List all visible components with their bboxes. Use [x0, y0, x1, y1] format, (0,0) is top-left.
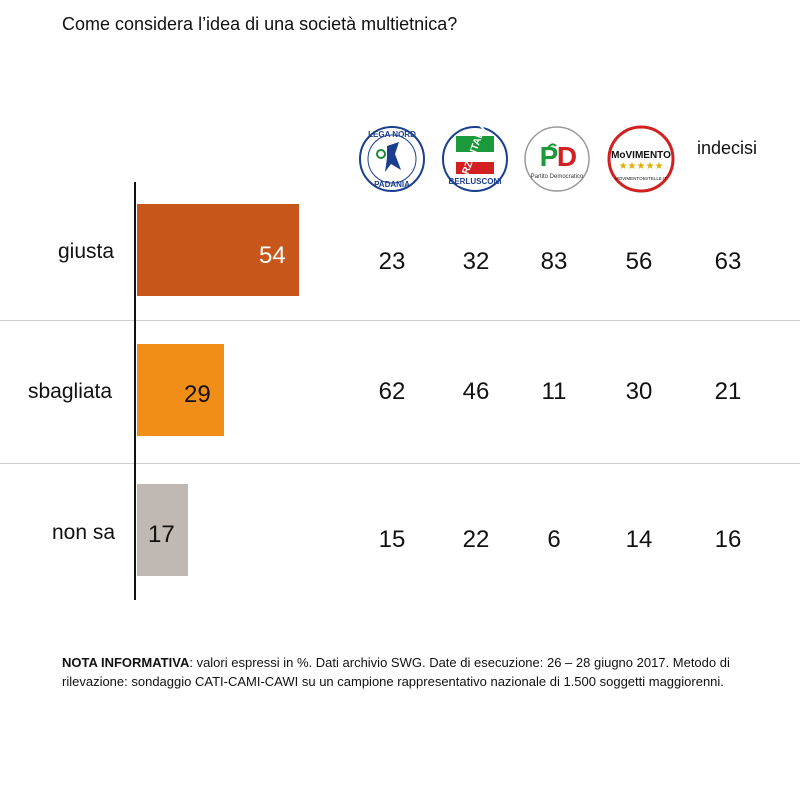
bar-giusta: [137, 204, 299, 296]
column-header-indecisi: indecisi: [697, 138, 758, 158]
lega-logo-top-text: LEGA NORD: [368, 130, 416, 139]
cell-sbagliata-pd: 11: [541, 378, 567, 405]
footnote-label: NOTA INFORMATIVA: [62, 655, 190, 670]
category-label-non-sa: non sa: [52, 521, 116, 544]
svg-text:D: D: [557, 141, 577, 172]
row-separator: [0, 463, 800, 464]
cell-giusta-forza: 32: [462, 248, 490, 275]
chart-title: Come considera l’idea di una società mul…: [62, 14, 458, 34]
bar-non-sa: [137, 484, 188, 576]
cell-giusta-lega: 23: [378, 248, 406, 275]
bar-value-sbagliata: 29: [184, 381, 211, 408]
category-label-giusta: giusta: [58, 240, 115, 263]
cell-giusta-indecisi: 63: [714, 248, 742, 275]
partito-democratico-logo: P D Partito Democratico: [524, 126, 590, 192]
movimento-5-stelle-logo: MoVIMENTO ★★★★★ MOVIMENTO5STELLE.IT: [607, 125, 675, 193]
cell-sbagliata-lega: 62: [378, 378, 406, 405]
row-separator: [0, 320, 800, 321]
bar-value-non-sa: 17: [148, 521, 175, 548]
y-axis-line: [134, 182, 136, 600]
m5s-logo-bottom-text: MOVIMENTO5STELLE.IT: [615, 176, 667, 181]
forza-italia-logo: FORZA ITALIA BERLUSCONI: [442, 124, 508, 192]
lega-logo-bottom-text: PADANIA: [374, 180, 410, 189]
lega-nord-logo: LEGA NORD PADANIA: [359, 126, 425, 192]
footnote-text: : valori espressi in %. Dati archivio SW…: [62, 655, 730, 689]
svg-text:★★★★★: ★★★★★: [619, 161, 664, 172]
cell-non-sa-indecisi: 16: [714, 526, 742, 553]
cell-giusta-m5s: 56: [625, 248, 653, 275]
pd-logo-bottom-text: Partito Democratico: [531, 174, 584, 180]
cell-non-sa-lega: 15: [378, 526, 406, 553]
cell-non-sa-m5s: 14: [625, 526, 653, 553]
forza-logo-bottom-text: BERLUSCONI: [449, 177, 502, 186]
cell-non-sa-pd: 6: [547, 526, 561, 553]
cell-giusta-pd: 83: [540, 248, 568, 275]
bar-sbagliata: [137, 344, 224, 436]
cell-non-sa-forza: 22: [462, 526, 490, 553]
bar-value-giusta: 54: [259, 242, 286, 269]
svg-text:P: P: [540, 141, 559, 172]
cell-sbagliata-m5s: 30: [625, 378, 653, 405]
category-label-sbagliata: sbagliata: [28, 380, 113, 403]
m5s-logo-top-text: MoVIMENTO: [611, 150, 671, 161]
footnote: NOTA INFORMATIVA: valori espressi in %. …: [62, 653, 762, 691]
cell-sbagliata-forza: 46: [462, 378, 490, 405]
cell-sbagliata-indecisi: 21: [714, 378, 742, 405]
